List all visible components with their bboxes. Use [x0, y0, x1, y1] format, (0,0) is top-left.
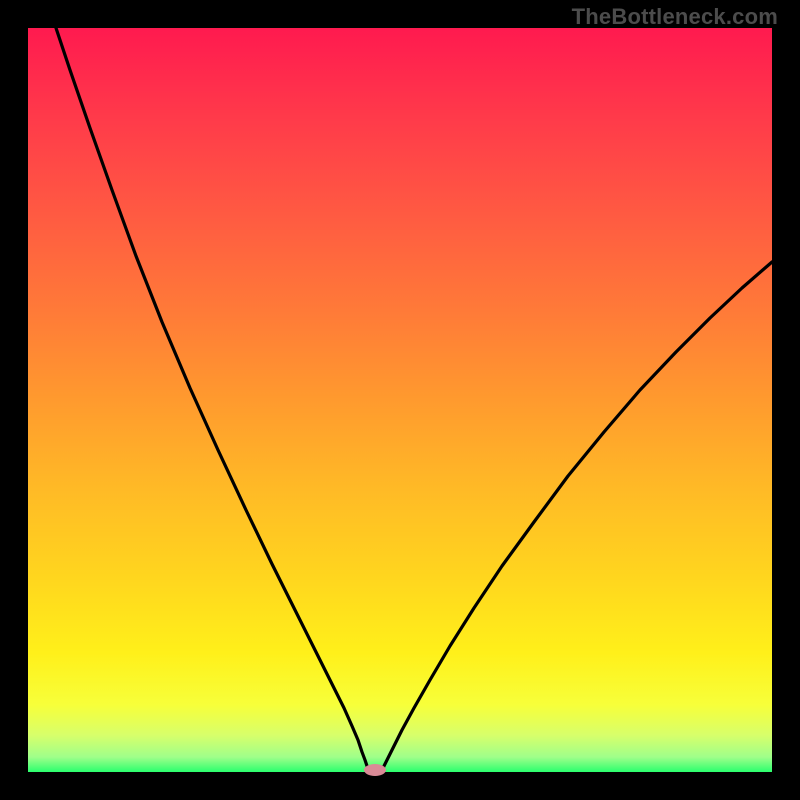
- watermark-text: TheBottleneck.com: [572, 4, 778, 30]
- minimum-marker: [364, 764, 386, 776]
- outer-frame: TheBottleneck.com: [0, 0, 800, 800]
- bottleneck-curve: [0, 0, 800, 800]
- curve-left-branch: [56, 28, 368, 770]
- curve-right-branch: [382, 262, 772, 770]
